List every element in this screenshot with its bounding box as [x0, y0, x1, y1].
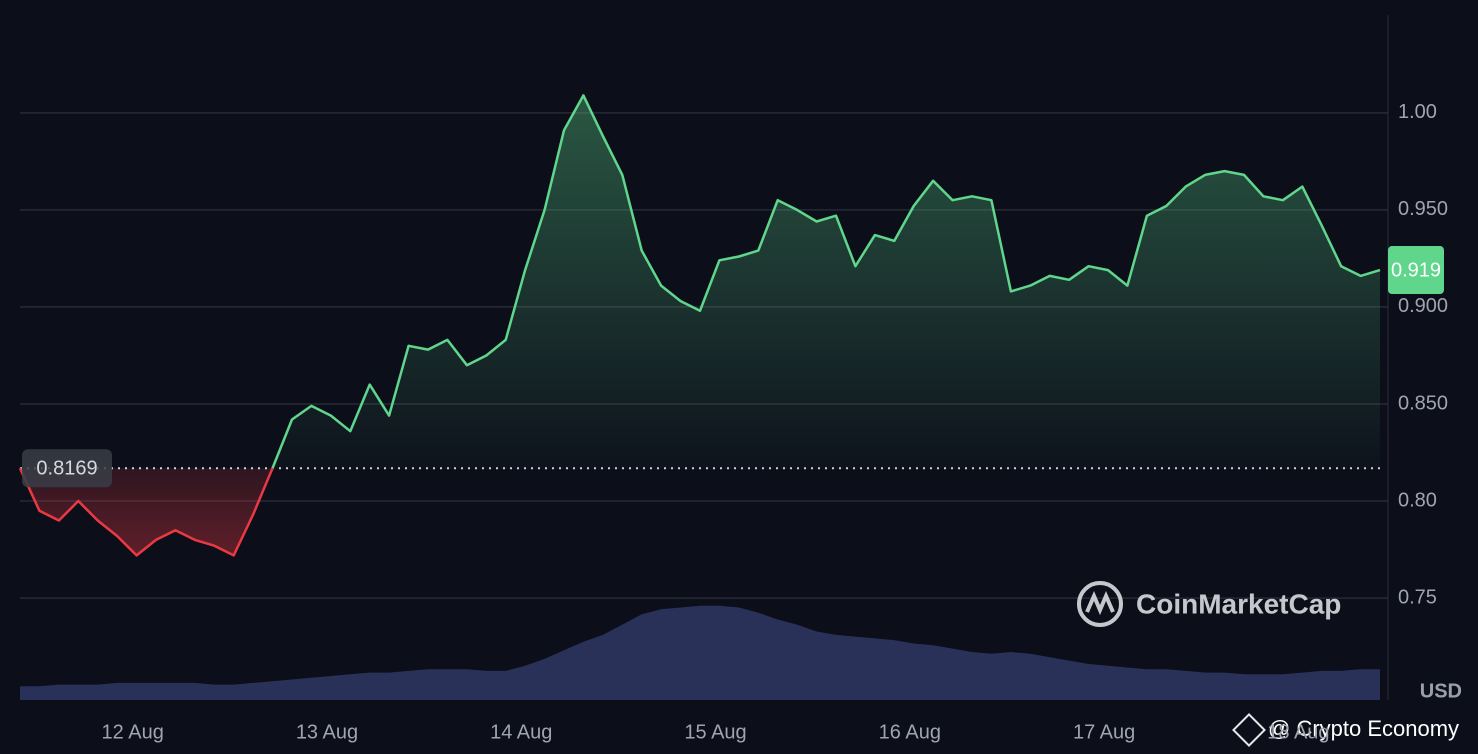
y-tick-label: 0.75	[1398, 586, 1437, 608]
price-badge	[1388, 246, 1444, 295]
y-tick-label: 0.900	[1398, 295, 1448, 317]
unit-label: USD	[1420, 680, 1462, 702]
y-tick-label: 0.950	[1398, 198, 1448, 220]
credit: @ Crypto Economy	[1232, 713, 1459, 747]
watermark-logo	[1077, 581, 1123, 627]
x-tick-label: 18 Aug	[1267, 721, 1329, 743]
watermark-text: CoinMarketCap	[1136, 588, 1341, 619]
x-tick-label: 14 Aug	[490, 721, 552, 743]
y-tick-label: 0.850	[1398, 392, 1448, 414]
credit-text: @ Crypto Economy	[1268, 716, 1459, 741]
y-tick-label: 0.80	[1398, 489, 1437, 511]
x-tick-label: 16 Aug	[879, 721, 941, 743]
price-area	[20, 95, 1380, 556]
credit-icon	[1232, 713, 1266, 747]
price-label: 0.919	[1391, 259, 1441, 281]
price-line	[18, 94, 1381, 557]
x-tick-label: 12 Aug	[102, 721, 164, 743]
volume-area	[20, 605, 1380, 700]
watermark-logo-mark	[1085, 590, 1115, 616]
x-tick-label: 17 Aug	[1073, 721, 1135, 743]
baseline-label: 0.8169	[36, 458, 97, 480]
baseline-badge	[22, 449, 112, 488]
x-tick-label: 13 Aug	[296, 721, 358, 743]
y-tick-label: 1.00	[1398, 101, 1437, 123]
x-tick-label: 15 Aug	[684, 721, 746, 743]
plot	[18, 94, 1381, 700]
watermark: CoinMarketCap	[1077, 581, 1341, 627]
